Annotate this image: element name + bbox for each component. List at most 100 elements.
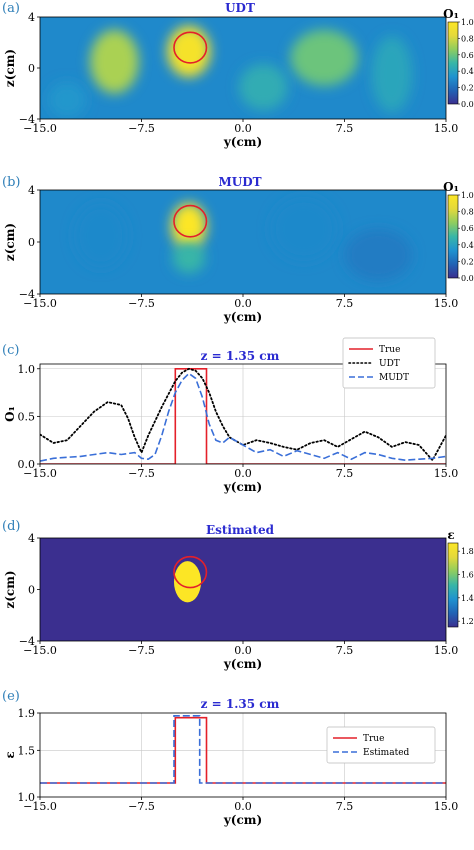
heatmap-background	[40, 538, 446, 641]
y-tick-label: 1.0	[18, 791, 36, 804]
colorbar-label: ε	[447, 528, 454, 542]
x-tick-label: −15.0	[23, 122, 57, 135]
legend-label: True	[379, 345, 400, 355]
true-object-circle	[173, 31, 208, 64]
series-line-true	[40, 367, 446, 464]
x-tick-label: 15.0	[434, 644, 459, 657]
heatmap-blob	[171, 203, 207, 250]
x-tick-label: 15.0	[434, 297, 459, 310]
y-axis-label: z(cm)	[3, 49, 17, 87]
series-line-udt	[40, 367, 446, 462]
y-tick-label: 1.5	[18, 744, 36, 757]
x-axis-label: y(cm)	[223, 310, 262, 324]
x-tick-label: 15.0	[434, 467, 459, 480]
x-tick-label: 7.5	[336, 122, 354, 135]
legend-box	[326, 726, 436, 764]
panel-label: (c)	[2, 343, 19, 358]
colorbar-label: O₁	[443, 7, 459, 21]
y-tick-label: 4	[28, 11, 35, 24]
colorbar-tick-label: 0.2	[461, 84, 474, 93]
colorbar	[447, 21, 459, 105]
x-axis-label: y(cm)	[223, 135, 262, 149]
colorbar-tick-label: 0.4	[461, 67, 474, 76]
panel-label: (e)	[2, 689, 20, 704]
colorbar-tick-label: 0.6	[461, 51, 474, 60]
colorbar-tick-label: 0.8	[461, 34, 474, 43]
colorbar-tick-label: 1.6	[461, 571, 474, 580]
x-tick-label: 7.5	[336, 644, 354, 657]
y-tick-label: 0.0	[18, 458, 36, 471]
chart-title: z = 1.35 cm	[201, 697, 280, 711]
y-tick-label: 0	[28, 236, 35, 249]
heatmap-blob	[48, 82, 87, 118]
heatmap-area	[40, 17, 446, 119]
colorbar-tick-label: 0.0	[461, 100, 474, 109]
y-tick-label: 0	[28, 584, 35, 597]
estimated-region	[173, 561, 202, 603]
x-tick-label: −7.5	[128, 297, 155, 310]
y-tick-label: −4	[19, 635, 35, 648]
x-tick-label: 7.5	[336, 297, 354, 310]
y-tick-label: −4	[19, 288, 35, 301]
y-tick-label: 0.5	[18, 410, 36, 423]
y-tick-label: 4	[28, 532, 35, 545]
series-area	[40, 714, 446, 784]
x-tick-label: −7.5	[128, 800, 155, 813]
x-tick-label: −15.0	[23, 467, 57, 480]
legend-box	[342, 337, 436, 389]
x-tick-label: −7.5	[128, 467, 155, 480]
colorbar-tick-label: 1.2	[461, 617, 474, 626]
legend-label: UDT	[379, 359, 400, 369]
series-area	[40, 367, 446, 464]
panel-label: (a)	[2, 1, 20, 16]
x-axis-label: y(cm)	[223, 813, 262, 827]
y-tick-label: 1.9	[18, 707, 36, 720]
x-tick-label: 0.0	[234, 297, 252, 310]
y-axis-label: z(cm)	[3, 570, 17, 608]
colorbar-tick-label: 1.0	[461, 191, 474, 200]
colorbar-tick-label: 1.4	[461, 594, 474, 603]
y-tick-label: −4	[19, 113, 35, 126]
true-object-circle	[173, 555, 208, 589]
series-line-mudt	[40, 372, 446, 462]
y-axis-label: z(cm)	[3, 223, 17, 261]
x-tick-label: 7.5	[336, 800, 354, 813]
heatmap-area	[40, 190, 446, 294]
panel-label: (b)	[2, 175, 20, 190]
heatmap-blob	[344, 229, 413, 281]
heatmap-blob	[90, 29, 139, 94]
chart-title: Estimated	[206, 523, 275, 537]
x-tick-label: −15.0	[23, 644, 57, 657]
x-tick-label: 7.5	[336, 467, 354, 480]
x-axis-label: y(cm)	[223, 657, 262, 671]
panel-label: (d)	[2, 519, 20, 534]
colorbar-tick-label: 0.4	[461, 241, 474, 250]
y-axis-label: ε	[3, 751, 17, 758]
colorbar-label: O₁	[443, 180, 459, 194]
x-tick-label: 0.0	[234, 122, 252, 135]
x-tick-label: −15.0	[23, 800, 57, 813]
heatmap-blob	[270, 196, 338, 262]
x-tick-label: 0.0	[234, 800, 252, 813]
colorbar	[447, 542, 459, 628]
legend-label: True	[363, 734, 384, 744]
colorbar-tick-label: 0.0	[461, 274, 474, 283]
legend-label: Estimated	[363, 748, 410, 758]
heatmap-blob	[290, 29, 359, 86]
chart-title: UDT	[225, 1, 255, 15]
y-tick-label: 4	[28, 184, 35, 197]
y-axis-label: O₁	[3, 406, 17, 422]
true-object-circle	[173, 204, 208, 238]
heatmap-area	[40, 538, 446, 641]
x-tick-label: −15.0	[23, 297, 57, 310]
heatmap-blob	[238, 64, 288, 111]
x-tick-label: 15.0	[434, 800, 459, 813]
y-tick-label: 0	[28, 62, 35, 75]
x-axis-label: y(cm)	[223, 480, 262, 494]
x-tick-label: −7.5	[128, 644, 155, 657]
heatmap-blob	[167, 25, 211, 77]
series-line-estimated	[40, 714, 446, 784]
x-tick-label: 15.0	[434, 122, 459, 135]
heatmap-blob	[371, 36, 413, 113]
